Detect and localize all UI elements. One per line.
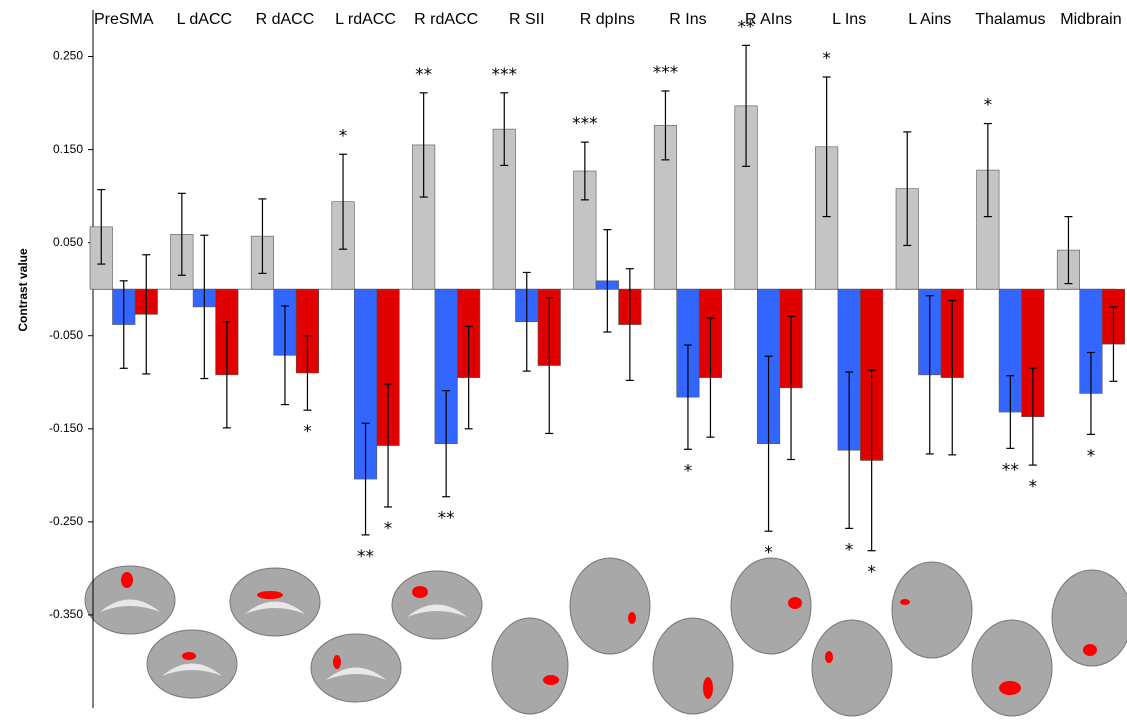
significance-label: *** [492, 65, 518, 85]
significance-label: *** [572, 114, 598, 134]
significance-label: ** [357, 547, 374, 567]
significance-label: * [822, 49, 831, 69]
category-label: PreSMA [94, 11, 154, 28]
significance-label: * [867, 563, 876, 583]
category-label: Midbrain [1060, 11, 1121, 28]
significance-label: * [984, 96, 993, 116]
y-axis-label: Contrast value [16, 248, 30, 332]
category-label: R Ins [669, 11, 706, 28]
significance-label: * [1029, 477, 1038, 497]
y-tick-label: 0.150 [53, 142, 83, 156]
category-label: R rdACC [414, 11, 478, 28]
significance-label: ** [415, 65, 432, 85]
category-label: R dpIns [580, 11, 635, 28]
category-label: L Ains [908, 11, 951, 28]
significance-label: * [684, 461, 693, 481]
significance-label: *** [653, 63, 679, 83]
significance-label: ** [738, 17, 755, 37]
significance-label: * [384, 519, 393, 539]
significance-label: * [764, 543, 773, 563]
chart: Contrast value 0.250 0.150 0.050 -0.050 -0.1… [0, 0, 1127, 723]
significance-label: ** [1002, 460, 1019, 480]
significance-label: ** [438, 509, 455, 529]
y-tick-label: 0.250 [53, 49, 83, 63]
significance-label: * [845, 540, 854, 560]
category-label: L dACC [177, 11, 232, 28]
category-label: L rdACC [335, 11, 396, 28]
y-tick-label: -0.250 [49, 514, 83, 528]
significance-label: * [339, 126, 348, 146]
category-label: L Ins [832, 11, 866, 28]
significance-label: * [1087, 446, 1096, 466]
category-label: R SII [509, 11, 545, 28]
y-tick-label: -0.350 [49, 607, 83, 621]
category-label: Thalamus [975, 11, 1045, 28]
y-tick-label: -0.050 [49, 328, 83, 342]
category-label: R dACC [256, 11, 315, 28]
y-tick-label: -0.150 [49, 421, 83, 435]
y-tick-label: 0.050 [53, 235, 83, 249]
significance-label: * [303, 422, 312, 442]
brain-images [85, 558, 1127, 716]
